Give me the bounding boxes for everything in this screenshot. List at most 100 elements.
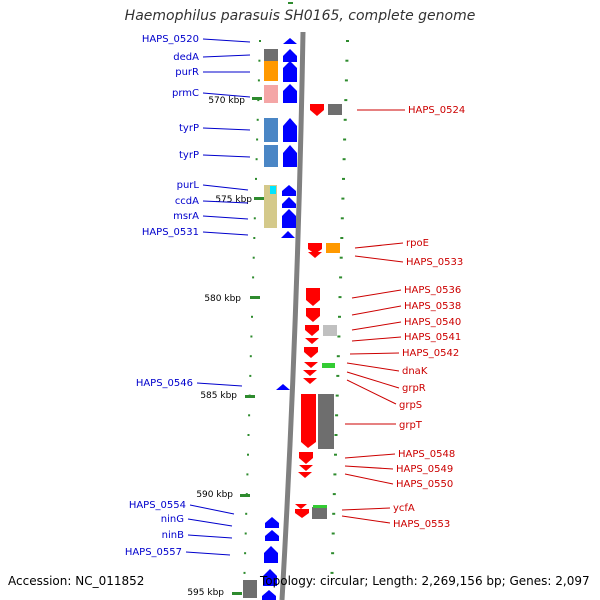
tick-mark bbox=[243, 571, 246, 574]
tick-mark bbox=[253, 237, 256, 239]
gene-label[interactable]: HAPS_0557 bbox=[125, 547, 182, 558]
tick-mark bbox=[332, 493, 336, 496]
feature-box bbox=[322, 363, 335, 368]
gene-label[interactable]: HAPS_0542 bbox=[402, 348, 459, 359]
tick-mark bbox=[335, 414, 339, 417]
ruler-label: 580 kbp bbox=[204, 294, 241, 304]
tick-mark bbox=[334, 453, 337, 456]
tick-mark bbox=[334, 434, 338, 436]
gene-label[interactable]: HAPS_0538 bbox=[404, 301, 461, 312]
forward-arrow bbox=[282, 185, 296, 196]
gene-label[interactable]: HAPS_0540 bbox=[404, 317, 461, 328]
tick-mark bbox=[253, 217, 256, 220]
forward-arrow bbox=[283, 61, 297, 82]
tick-mark bbox=[251, 315, 253, 318]
gene-label[interactable]: ninB bbox=[162, 530, 184, 541]
gene-label[interactable]: HAPS_0531 bbox=[142, 227, 199, 238]
forward-arrow bbox=[282, 197, 296, 208]
tick-mark bbox=[332, 512, 336, 515]
gene-label[interactable]: HAPS_0546 bbox=[136, 378, 193, 389]
inner-tick-column bbox=[288, 2, 293, 4]
gene-label[interactable]: rpoE bbox=[406, 238, 429, 249]
reverse-arrow bbox=[304, 347, 318, 358]
gene-label[interactable]: ycfA bbox=[393, 503, 415, 514]
forward-arrow bbox=[283, 49, 297, 62]
gene-label[interactable]: prmC bbox=[172, 88, 199, 99]
left-tick-column bbox=[243, 40, 261, 574]
tick-mark bbox=[346, 40, 349, 42]
tick-mark bbox=[331, 552, 335, 555]
gene-label[interactable]: HAPS_0536 bbox=[404, 285, 461, 296]
tick-mark bbox=[338, 315, 341, 318]
reverse-arrow bbox=[303, 370, 317, 376]
feature-box bbox=[243, 580, 257, 598]
gene-label[interactable]: HAPS_0520 bbox=[142, 34, 199, 45]
gene-label[interactable]: tyrP bbox=[179, 123, 199, 134]
gene-label[interactable]: HAPS_0548 bbox=[398, 449, 455, 460]
reverse-arrow bbox=[306, 288, 320, 306]
gene-label[interactable]: HAPS_0524 bbox=[408, 105, 465, 116]
feature-box bbox=[312, 507, 327, 519]
tick-mark bbox=[333, 473, 337, 476]
reverse-arrow bbox=[299, 465, 313, 471]
tick-mark bbox=[330, 571, 334, 574]
gene-label[interactable]: grpR bbox=[402, 383, 426, 394]
tick-mark bbox=[259, 40, 261, 42]
forward-arrow bbox=[264, 546, 278, 563]
tick-mark bbox=[255, 177, 257, 180]
feature-box bbox=[326, 243, 340, 253]
gene-label[interactable]: tyrP bbox=[179, 150, 199, 161]
feature-box bbox=[318, 394, 334, 449]
gene-label[interactable]: HAPS_0553 bbox=[393, 519, 450, 530]
tick-mark bbox=[336, 374, 340, 377]
forward-labels: HAPS_0520 dedA purR prmC tyrP tyrP purL … bbox=[125, 34, 251, 558]
gene-label[interactable]: HAPS_0533 bbox=[406, 257, 463, 268]
gene-label[interactable]: grpT bbox=[399, 420, 423, 431]
reverse-arrow bbox=[310, 104, 324, 116]
tick-mark bbox=[257, 79, 260, 82]
gene-label[interactable]: HAPS_0541 bbox=[404, 332, 461, 343]
gene-label[interactable]: purL bbox=[177, 180, 200, 191]
feature-box bbox=[328, 104, 342, 115]
gene-label[interactable]: dedA bbox=[173, 52, 199, 63]
ruler-label: 595 kbp bbox=[187, 588, 224, 598]
gene-label[interactable]: ninG bbox=[161, 514, 184, 525]
gene-label[interactable]: ccdA bbox=[175, 196, 199, 207]
tick-mark bbox=[244, 552, 247, 555]
forward-features bbox=[243, 38, 297, 600]
tick-mark bbox=[247, 453, 249, 456]
tick-mark bbox=[342, 177, 345, 180]
gene-label[interactable]: dnaK bbox=[402, 366, 428, 377]
tick-mark bbox=[338, 296, 342, 299]
tick-mark bbox=[341, 197, 345, 200]
reverse-arrow bbox=[308, 252, 322, 258]
feature-box bbox=[264, 61, 278, 81]
tick-mark bbox=[244, 532, 247, 535]
gene-label[interactable]: HAPS_0550 bbox=[396, 479, 453, 490]
tick-mark bbox=[339, 276, 343, 279]
gene-label[interactable]: msrA bbox=[173, 211, 199, 222]
forward-arrow bbox=[283, 38, 297, 44]
forward-arrow bbox=[283, 84, 297, 103]
gene-label[interactable]: HAPS_0549 bbox=[396, 464, 453, 475]
ruler-label: 570 kbp bbox=[208, 96, 245, 106]
feature-box bbox=[270, 186, 276, 194]
tick-mark bbox=[249, 355, 252, 358]
gene-label[interactable]: grpS bbox=[399, 400, 422, 411]
gene-label[interactable]: purR bbox=[175, 67, 199, 78]
tick-mark bbox=[248, 414, 251, 417]
reverse-arrow bbox=[295, 504, 307, 509]
ruler: 570 kbp 575 kbp 580 kbp 585 kbp 590 kbp … bbox=[187, 96, 264, 598]
ruler-label: 585 kbp bbox=[200, 391, 237, 401]
reverse-arrow bbox=[295, 509, 309, 518]
reverse-arrow bbox=[305, 338, 319, 344]
feature-box bbox=[264, 185, 277, 228]
reverse-features bbox=[295, 104, 342, 519]
tick-mark bbox=[342, 158, 346, 161]
tick-mark bbox=[340, 237, 344, 239]
accession-text: Accession: NC_011852 bbox=[8, 574, 145, 588]
reverse-arrow bbox=[306, 308, 320, 322]
tick-mark bbox=[336, 355, 340, 358]
gene-label[interactable]: HAPS_0554 bbox=[129, 500, 186, 511]
tick-mark bbox=[337, 335, 341, 338]
